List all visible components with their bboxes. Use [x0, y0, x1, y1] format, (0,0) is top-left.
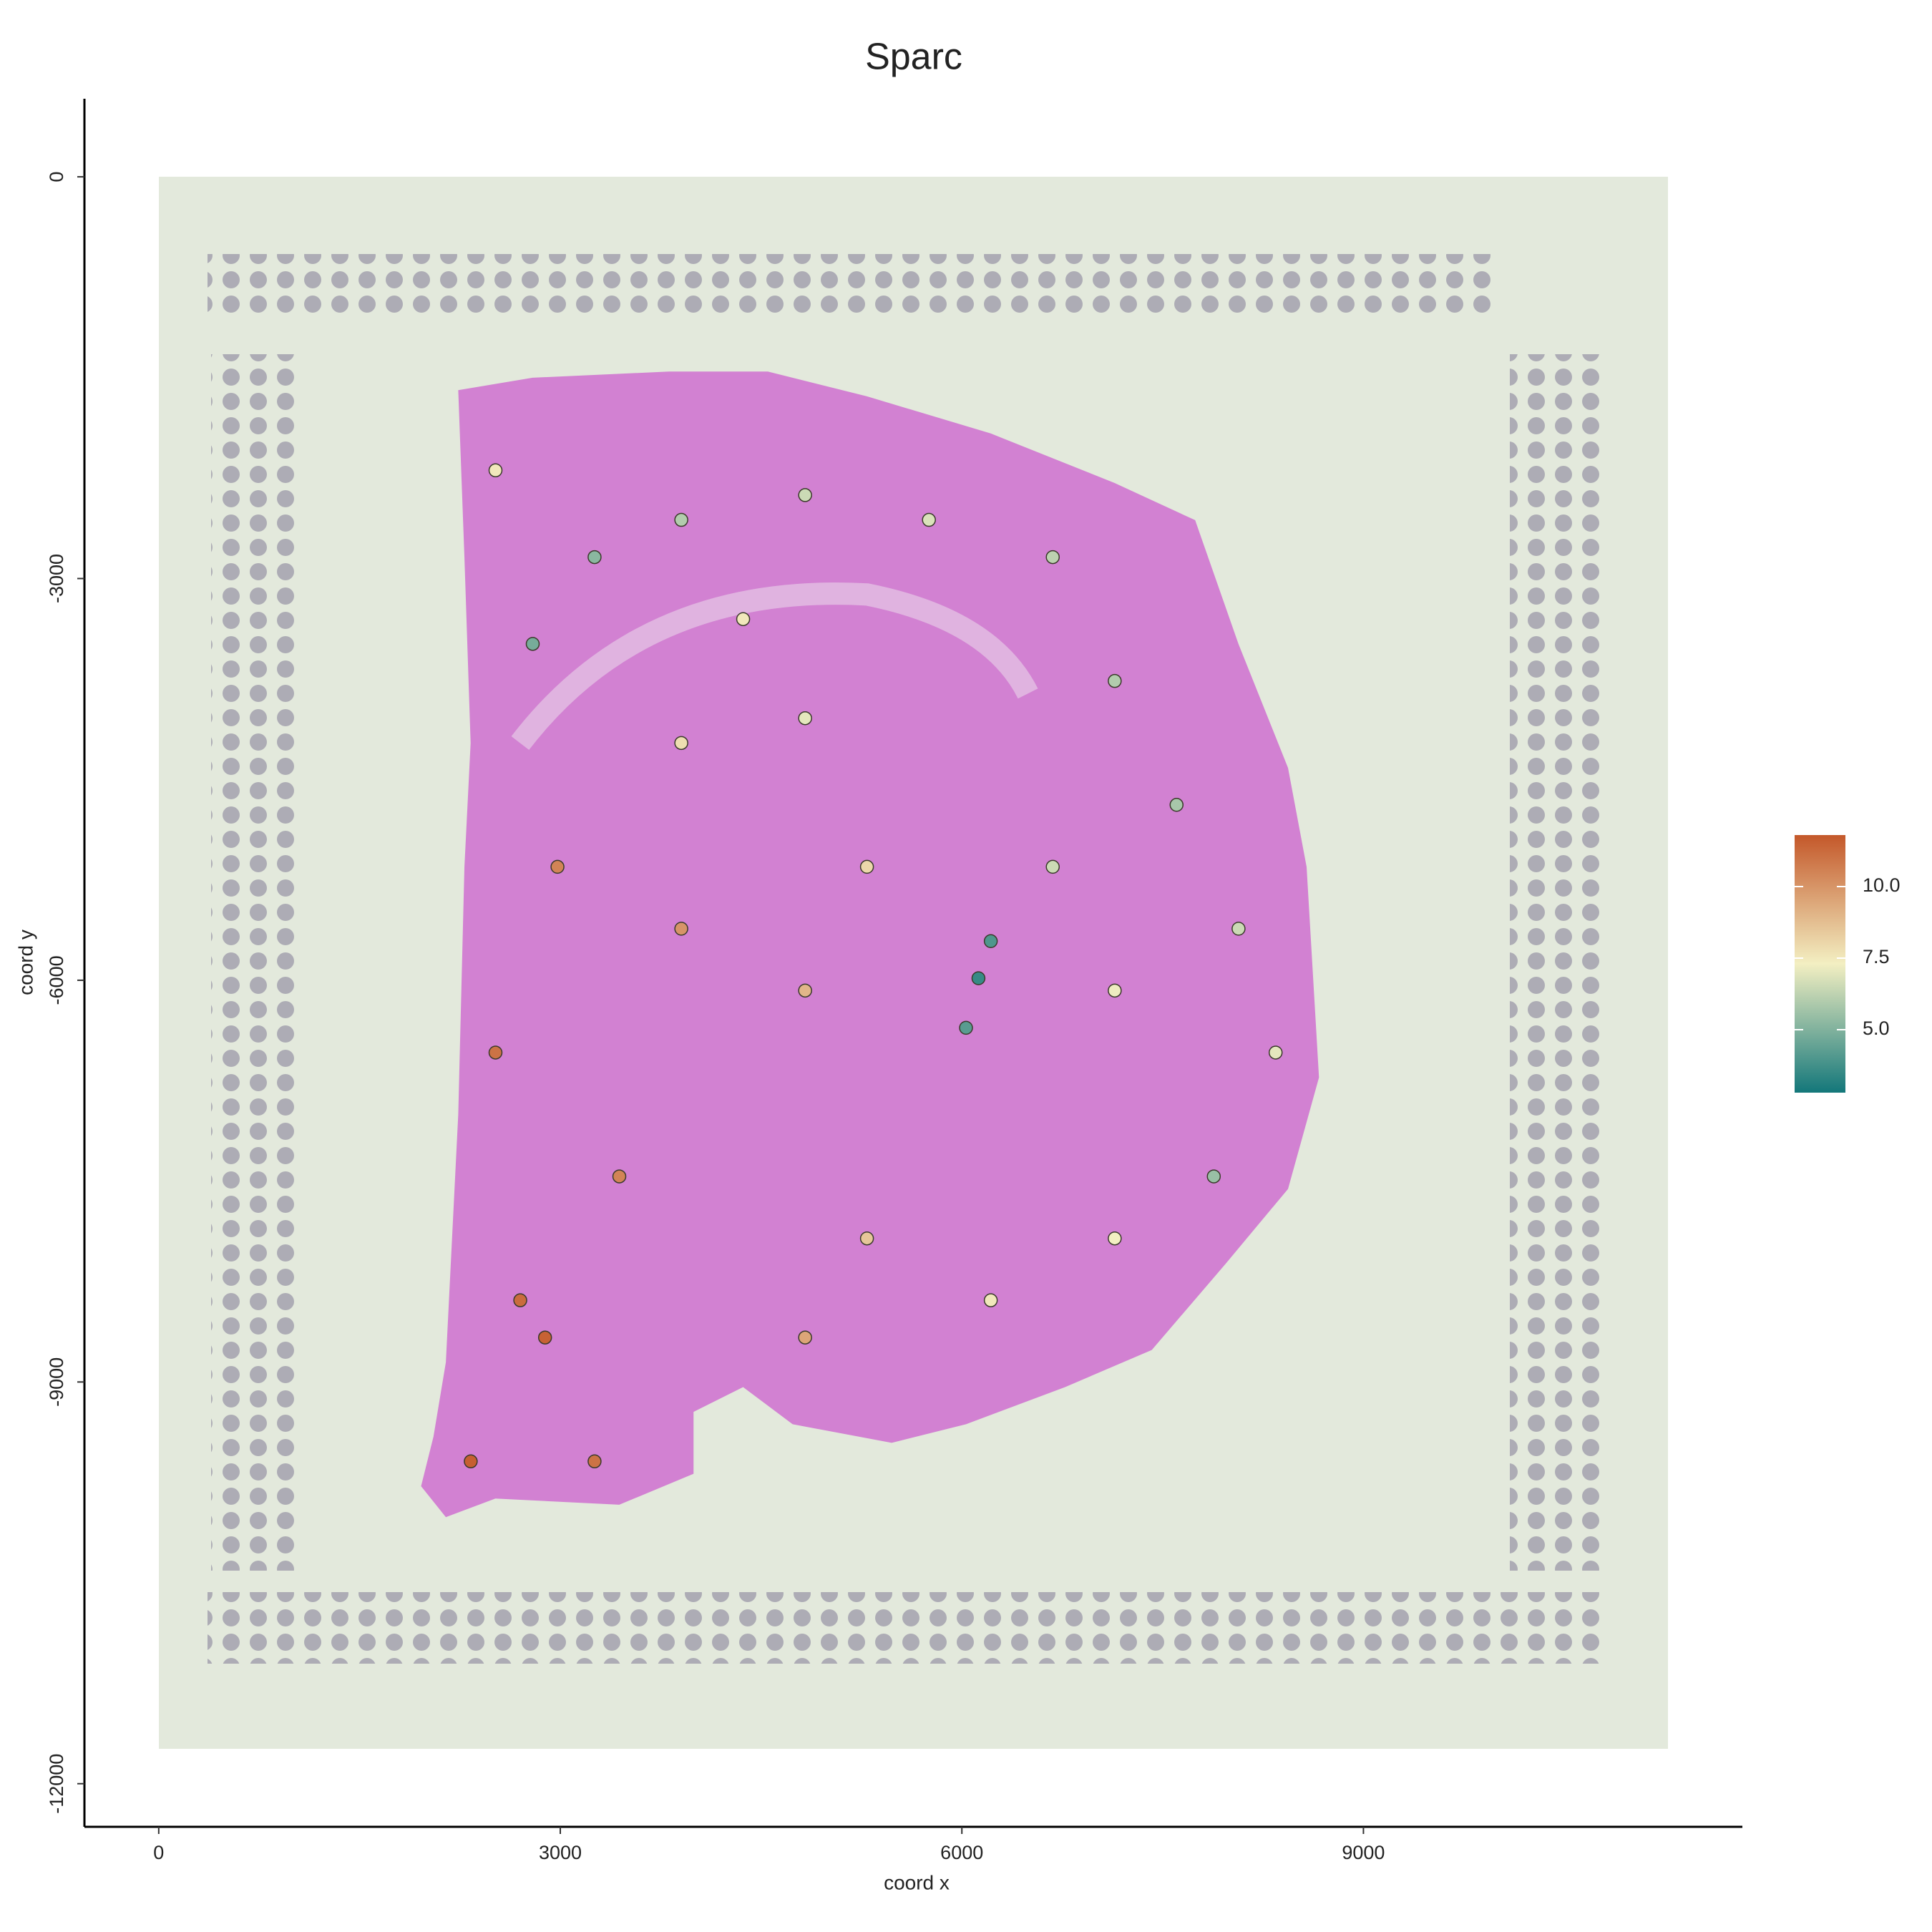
plot-area [464, 463, 1283, 1469]
cell-point [971, 971, 986, 985]
cell-point [922, 512, 936, 527]
tissue-image [159, 177, 1668, 1749]
cell-point [1108, 673, 1122, 688]
cell-point [1108, 1231, 1122, 1246]
cell-point [537, 1330, 552, 1345]
cell-point [859, 1231, 874, 1246]
cell-point [612, 1169, 627, 1184]
cell-point [513, 1293, 527, 1307]
cell-point [1108, 983, 1122, 998]
cell-point [550, 859, 565, 874]
x-axis-title: coord x [884, 1871, 950, 1893]
y-tick-label: -9000 [46, 1357, 67, 1407]
cell-point [983, 934, 998, 949]
cell-point [1231, 922, 1246, 936]
cell-point [525, 637, 540, 651]
cell-point [798, 711, 812, 726]
x-tick-label: 0 [153, 1842, 164, 1863]
cell-point [674, 736, 688, 751]
cell-point [1045, 859, 1060, 874]
cell-point [1045, 550, 1060, 565]
cell-point [1268, 1045, 1283, 1060]
cell-point [587, 550, 602, 565]
cell-point [1206, 1169, 1221, 1184]
y-axis-title: coord y [14, 930, 36, 995]
colorbar [1795, 835, 1845, 1093]
cell-point [736, 612, 751, 626]
cell-point [798, 1330, 812, 1345]
y-tick-label: 0 [46, 172, 67, 182]
cell-point [488, 1045, 503, 1060]
chart-title: Sparc [865, 36, 962, 78]
cell-point [798, 488, 812, 502]
cell-point [587, 1454, 602, 1469]
cell-point [488, 463, 503, 478]
colorbar-tick-label: 10.0 [1863, 874, 1901, 896]
cell-point [983, 1293, 998, 1307]
x-tick-label: 6000 [940, 1842, 983, 1863]
y-tick-label: -12000 [46, 1754, 67, 1814]
cell-point [1169, 798, 1184, 812]
cell-point [959, 1020, 973, 1035]
colorbar-tick-label: 7.5 [1863, 946, 1890, 967]
cell-point [859, 859, 874, 874]
x-tick-label: 3000 [539, 1842, 582, 1863]
colorbar-tick-label: 5.0 [1863, 1018, 1890, 1039]
x-tick-label: 9000 [1342, 1842, 1385, 1863]
y-tick-label: -3000 [46, 554, 67, 603]
cell-point [674, 922, 688, 936]
cell-point [798, 983, 812, 998]
cell-point [674, 512, 688, 527]
y-tick-label: -6000 [46, 955, 67, 1005]
cell-point [464, 1454, 478, 1469]
